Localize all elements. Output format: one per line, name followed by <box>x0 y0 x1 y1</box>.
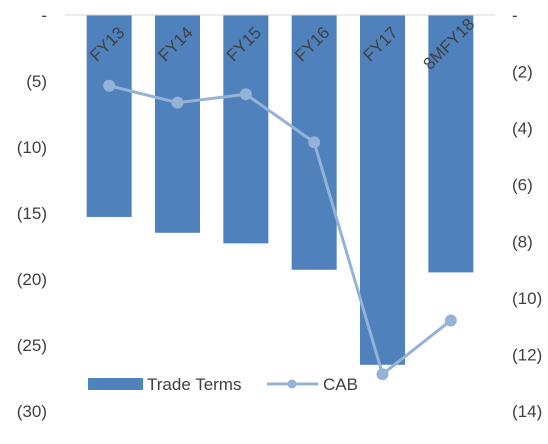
right-tick-label: (14) <box>512 402 542 421</box>
bar-fy17 <box>360 15 405 365</box>
left-tick-label: (15) <box>17 204 47 223</box>
cab-line-layer <box>103 79 457 381</box>
bar-fy15 <box>223 15 269 244</box>
right-tick-label: (6) <box>512 176 533 195</box>
legend-marker-cab <box>287 379 297 389</box>
left-tick-label: (20) <box>17 270 47 289</box>
right-tick-label: (8) <box>512 232 533 251</box>
bar-fy14 <box>155 15 200 233</box>
right-tick-label: (2) <box>512 63 533 82</box>
left-tick-label: (30) <box>17 402 47 421</box>
left-axis: - (5) (10) (15) (20) (25) (30) <box>17 6 47 421</box>
cab-point-fy15 <box>239 88 252 101</box>
right-tick-label: - <box>512 6 518 25</box>
legend: Trade Terms CAB <box>88 375 358 394</box>
left-tick-label: - <box>41 6 47 25</box>
right-tick-label: (12) <box>512 345 542 364</box>
bar-fy13 <box>86 15 132 217</box>
bar-8mfy18 <box>428 15 474 273</box>
right-tick-label: (10) <box>512 289 542 308</box>
legend-label-trade-terms: Trade Terms <box>147 375 241 394</box>
left-tick-label: (10) <box>17 138 47 157</box>
legend-label-cab: CAB <box>323 375 358 394</box>
right-axis: - (2) (4) (6) (8) (10) (12) (14) <box>512 6 542 421</box>
left-tick-label: (5) <box>26 72 47 91</box>
cab-point-fy14 <box>171 96 184 109</box>
bars-layer <box>86 15 474 365</box>
category-labels: FY13 FY14 FY15 FY16 FY17 8MFY18 <box>86 15 478 74</box>
cab-point-fy17 <box>376 368 389 381</box>
left-tick-label: (25) <box>17 336 47 355</box>
cab-series-line <box>108 84 452 376</box>
right-tick-label: (4) <box>512 119 533 138</box>
cab-point-8mfy18 <box>444 314 457 327</box>
legend-swatch-trade-terms <box>88 378 143 390</box>
cab-point-fy13 <box>103 79 116 92</box>
cab-point-fy16 <box>308 136 321 149</box>
